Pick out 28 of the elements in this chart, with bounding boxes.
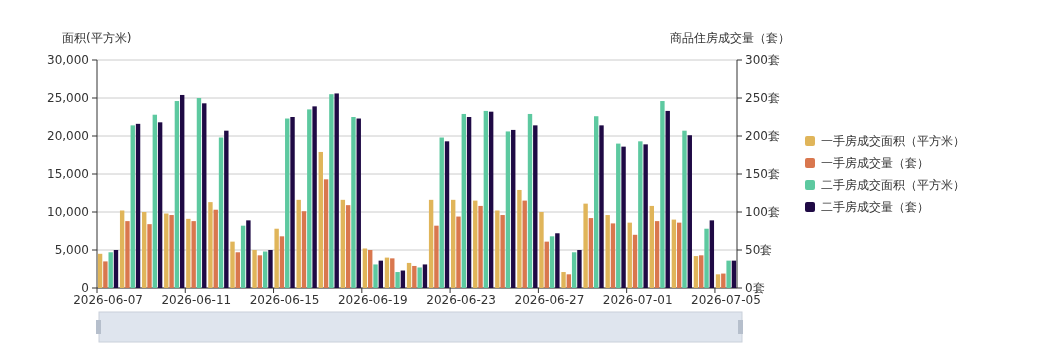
x-tick-label: 2026-06-23	[426, 293, 497, 307]
x-tick-label: 2026-07-01	[602, 293, 673, 307]
x-tick-label: 2026-06-27	[514, 293, 585, 307]
y2-tick-label: 50套	[745, 243, 773, 257]
y2-tick-label: 150套	[745, 167, 780, 181]
y2-tick-label: 300套	[745, 53, 780, 67]
x-tick-label: 2026-06-11	[161, 293, 232, 307]
y2-axis-title: 商品住房成交量（套）	[670, 31, 790, 45]
x-tick-label: 2026-07-05	[691, 293, 761, 307]
y-tick-label: 15,000	[47, 167, 89, 181]
y2-tick-label: 250套	[745, 91, 780, 105]
y-tick-label: 5,000	[54, 243, 89, 257]
y-tick-label: 30,000	[47, 53, 89, 67]
x-tick-label: 2026-06-07	[73, 293, 143, 307]
y2-tick-label: 200套	[745, 129, 780, 143]
y-axis-title: 面积(平方米)	[62, 31, 132, 45]
legend-label: 二手房成交量（套）	[821, 200, 929, 214]
y-tick-label: 10,000	[47, 205, 89, 219]
legend-label: 一手房成交面积（平方米）	[821, 134, 965, 148]
legend-label: 二手房成交面积（平方米）	[821, 178, 965, 192]
x-tick-label: 2026-06-15	[249, 293, 320, 307]
x-tick-label: 2026-06-19	[337, 293, 408, 307]
y-tick-label: 20,000	[47, 129, 89, 143]
y-tick-label: 0	[81, 281, 89, 295]
y2-tick-label: 100套	[745, 205, 780, 219]
y2-tick-label: 0套	[745, 281, 765, 295]
y-tick-label: 25,000	[47, 91, 89, 105]
legend-label: 一手房成交量（套）	[821, 156, 929, 170]
